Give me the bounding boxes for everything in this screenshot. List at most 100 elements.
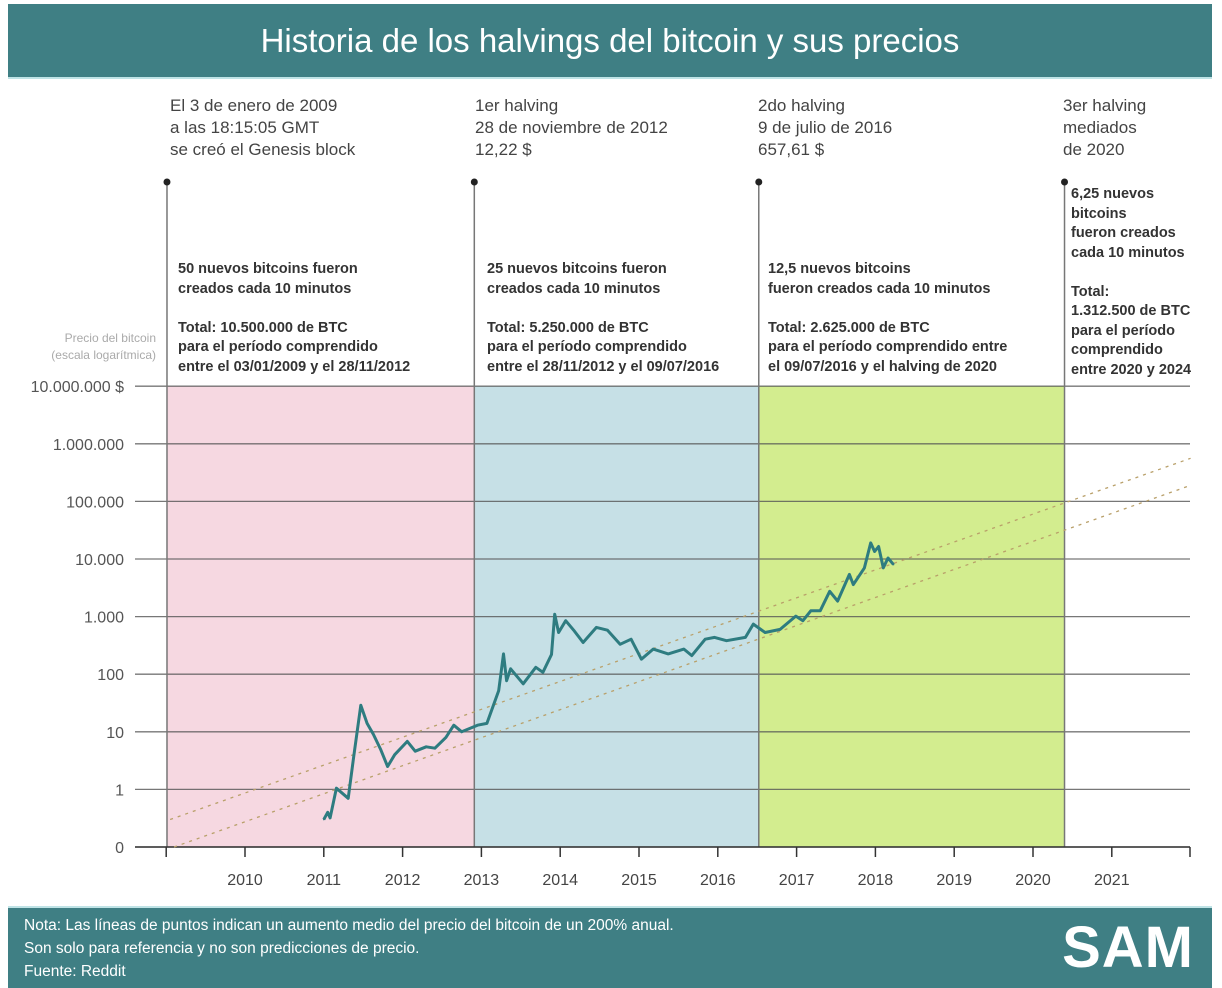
event-label-halving-2: 2do halving 9 de julio de 2016 657,61 $: [758, 96, 893, 159]
price-point: [704, 638, 706, 641]
price-point: [550, 653, 553, 656]
price-point: [873, 550, 876, 553]
sam-logo: SAM: [1062, 915, 1194, 980]
y-tick-label: 10.000: [75, 552, 124, 569]
price-point: [460, 731, 463, 733]
x-tick-label: 2020: [1015, 872, 1051, 889]
y-tick-label: 10.000.000 $: [31, 379, 125, 396]
price-point: [486, 722, 488, 725]
period-text-3: 12,5 nuevos bitcoins fueron creados cada…: [768, 261, 1008, 375]
price-point: [606, 629, 609, 632]
price-point: [542, 671, 544, 674]
x-tick-label: 2019: [936, 872, 972, 889]
source-line: Fuente: Reddit: [24, 963, 126, 980]
x-tick-label: 2021: [1094, 872, 1130, 889]
price-point: [360, 704, 362, 706]
note-line: Nota: Las líneas de puntos indican un au…: [24, 917, 674, 934]
note-line: Son solo para referencia y no son predic…: [24, 940, 420, 957]
price-point: [725, 639, 728, 642]
price-point: [779, 628, 781, 631]
page-title: Historia de los halvings del bitcoin y s…: [260, 21, 960, 59]
x-tick-label: 2012: [385, 872, 421, 889]
event-dot: [470, 178, 478, 186]
price-point: [667, 653, 669, 655]
price-point: [352, 755, 355, 758]
price-point: [406, 740, 409, 743]
price-point: [752, 623, 755, 625]
footer-note: Nota: Las líneas de puntos indican un au…: [24, 914, 674, 983]
price-point: [502, 653, 505, 655]
price-point: [819, 610, 822, 612]
price-point: [809, 610, 812, 612]
y-tick-label: 0: [115, 840, 124, 857]
event-label-halving-1: 1er halving 28 de noviembre de 2012 12,2…: [475, 96, 668, 159]
price-point: [802, 619, 804, 622]
price-point: [619, 643, 621, 646]
event-label-genesis: El 3 de enero de 2009 a las 18:15:05 GMT…: [170, 96, 356, 159]
period-text-2: 25 nuevos bitcoins fueron creados cada 1…: [487, 261, 720, 375]
price-point: [553, 613, 556, 616]
event-dot: [163, 178, 171, 186]
price-point: [445, 736, 447, 739]
y-tick-label: 1.000.000: [53, 437, 124, 454]
footer: Nota: Las líneas de puntos indican un au…: [8, 906, 1212, 988]
price-point: [379, 748, 382, 750]
price-point: [372, 733, 375, 736]
price-point: [329, 817, 331, 819]
price-point: [852, 583, 855, 586]
price-point: [828, 590, 831, 593]
price-point: [434, 747, 436, 749]
price-point: [863, 567, 866, 569]
event-dot: [755, 178, 763, 186]
price-point: [595, 626, 598, 629]
price-point: [497, 689, 500, 692]
price-point: [557, 631, 560, 634]
x-tick-label: 2015: [621, 872, 657, 889]
price-point: [640, 658, 643, 661]
price-point: [347, 797, 350, 800]
price-point: [522, 683, 524, 685]
x-tick-label: 2013: [464, 872, 500, 889]
price-point: [630, 638, 632, 641]
price-point: [764, 631, 766, 634]
price-point: [877, 545, 880, 548]
price-point: [713, 636, 716, 639]
y-tick-label: 10: [106, 725, 124, 742]
x-tick-label: 2016: [700, 872, 736, 889]
price-point: [326, 811, 329, 814]
price-point: [573, 630, 576, 632]
price-point: [848, 573, 851, 576]
price-point: [505, 679, 508, 682]
price-point: [366, 722, 368, 725]
price-point: [393, 753, 396, 756]
price-point: [892, 563, 895, 566]
x-tick-label: 2017: [779, 872, 815, 889]
price-point: [744, 636, 747, 639]
price-point: [534, 666, 537, 669]
price-point: [683, 648, 685, 650]
x-tick-label: 2018: [858, 872, 894, 889]
price-point: [509, 668, 512, 670]
period-text-1: 50 nuevos bitcoins fueron creados cada 1…: [178, 261, 411, 375]
price-point: [564, 619, 567, 622]
price-point: [323, 818, 325, 821]
price-point: [335, 787, 338, 789]
y-tick-label: 100: [97, 667, 124, 684]
title-banner: Historia de los halvings del bitcoin y s…: [8, 4, 1212, 79]
price-point: [795, 615, 797, 617]
x-tick-label: 2014: [542, 872, 578, 889]
price-point: [453, 724, 455, 727]
price-point: [582, 641, 584, 644]
price-point: [414, 750, 417, 753]
price-point: [836, 600, 839, 602]
event-dot: [1061, 178, 1069, 186]
price-point: [476, 724, 479, 727]
y-tick-label: 1: [115, 782, 124, 799]
price-point: [869, 542, 872, 544]
period-text-4: 6,25 nuevos bitcoins fueron creados cada…: [1071, 186, 1192, 378]
price-point: [652, 648, 654, 650]
y-axis-title: Precio del bitcoin (escala logarítmica): [51, 331, 156, 362]
x-tick-label: 2011: [307, 872, 342, 889]
price-point: [386, 765, 389, 768]
